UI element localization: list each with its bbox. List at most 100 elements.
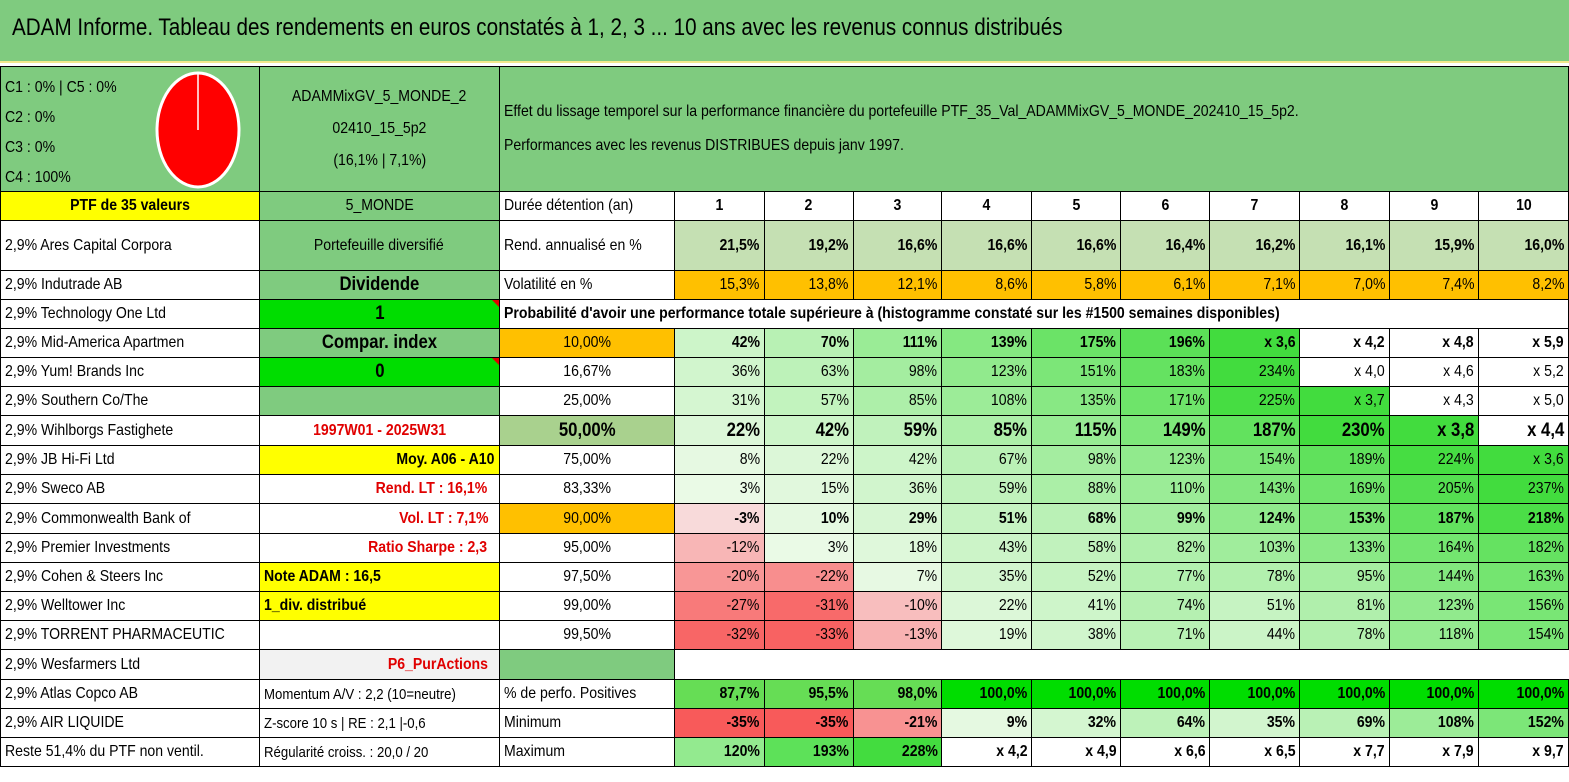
- probability-value: 3%: [673, 474, 765, 504]
- table-row: Reste 51,4% du PTF non ventil. Régularité…: [0, 737, 1569, 767]
- probability-value: 182%: [1477, 533, 1569, 563]
- probability-title: Probabilité d'avoir une performance tota…: [498, 299, 1569, 329]
- rend-value: 15,9%: [1389, 220, 1479, 271]
- holding-name: 2,9% Wesfarmers Ltd: [0, 649, 260, 680]
- stats-value: 100,0%: [1031, 679, 1122, 709]
- allocation-lines: C1 : 0% | C5 : 0% C2 : 0% C3 : 0% C4 : 1…: [5, 73, 132, 191]
- probability-value: -12%: [673, 533, 765, 563]
- probability-value: x 5,2: [1477, 357, 1569, 387]
- probability-value: 205%: [1389, 474, 1479, 504]
- holding-name: 2,9% Wihlborgs Fastighete: [0, 415, 260, 446]
- stats-value: 9%: [941, 708, 1033, 738]
- probability-value: 35%: [941, 562, 1033, 592]
- info-cell: Dividende: [258, 270, 500, 300]
- probability-value: 52%: [1031, 562, 1122, 592]
- probability-value: 77%: [1120, 562, 1211, 592]
- info-cell: P6_PurActions: [258, 649, 500, 680]
- year-header: 3: [852, 191, 943, 221]
- info-cell: 0: [258, 357, 500, 387]
- probability-level: 97,50%: [498, 562, 675, 592]
- rend-value: 16,1%: [1299, 220, 1391, 271]
- probability-value: 234%: [1209, 357, 1301, 387]
- holding-name: Reste 51,4% du PTF non ventil.: [0, 737, 260, 767]
- probability-value: 36%: [673, 357, 765, 387]
- stats-value: x 9,7: [1477, 737, 1569, 767]
- stats-value: 228%: [852, 737, 943, 767]
- stats-value: 100,0%: [1209, 679, 1301, 709]
- probability-value: 135%: [1031, 386, 1122, 416]
- probability-level: 16,67%: [498, 357, 675, 387]
- duration-label: Durée détention (an): [498, 191, 675, 221]
- probability-value: 149%: [1120, 415, 1211, 446]
- table-row: 2,9% Commonwealth Bank of Vol. LT : 7,1% 9…: [0, 503, 1569, 534]
- info-cell: Note ADAM : 16,5: [258, 562, 500, 592]
- probability-value: 38%: [1031, 620, 1122, 650]
- allocation-pie-chart: [155, 71, 241, 189]
- probability-value: 36%: [852, 474, 943, 504]
- probability-value: 29%: [852, 503, 943, 534]
- returns-table: C1 : 0% | C5 : 0% C2 : 0% C3 : 0% C4 : 1…: [0, 66, 1569, 767]
- stats-value: -21%: [852, 708, 943, 738]
- stats-value: 35%: [1209, 708, 1301, 738]
- probability-value: 187%: [1389, 503, 1479, 534]
- probability-value: 42%: [852, 445, 943, 475]
- probability-value: 169%: [1299, 474, 1391, 504]
- probability-value: 163%: [1477, 562, 1569, 592]
- ptf-count: PTF de 35 valeurs: [0, 191, 260, 221]
- probability-value: 124%: [1209, 503, 1301, 534]
- rend-value: 16,4%: [1120, 220, 1211, 271]
- probability-value: 3%: [763, 533, 854, 563]
- probability-value: 196%: [1120, 328, 1211, 358]
- probability-value: -27%: [673, 591, 765, 621]
- probability-value: 99%: [1120, 503, 1211, 534]
- year-header: 5: [1031, 191, 1122, 221]
- info-cell: 1: [258, 299, 500, 329]
- portfolio-name-cell: ADAMMixGV_5_MONDE_2 02410_15_5p2 (16,1% …: [258, 66, 500, 192]
- probability-value: 103%: [1209, 533, 1301, 563]
- table-row: 2,9% Technology One Ltd 1 Probabilité d'av…: [0, 299, 1569, 329]
- stats-value: 100,0%: [941, 679, 1033, 709]
- table-row: 2,9% JB Hi-Fi Ltd Moy. A06 - A10 75,00% 8% 2…: [0, 445, 1569, 475]
- probability-value: 151%: [1031, 357, 1122, 387]
- probability-level: 75,00%: [498, 445, 675, 475]
- probability-value: 15%: [763, 474, 854, 504]
- probability-value: 58%: [1031, 533, 1122, 563]
- green-filler: [498, 649, 675, 680]
- probability-level: 83,33%: [498, 474, 675, 504]
- table-row: 2,9% Southern Co/The 25,00% 31% 57% 85% 108% 1…: [0, 386, 1569, 416]
- table-row: 2,9% Cohen & Steers Inc Note ADAM : 16,5 9…: [0, 562, 1569, 592]
- probability-value: 22%: [941, 591, 1033, 621]
- stats-value: x 4,2: [941, 737, 1033, 767]
- allocation-line: C4 : 100%: [5, 169, 71, 186]
- vol-value: 12,1%: [852, 270, 943, 300]
- probability-value: 41%: [1031, 591, 1122, 621]
- stats-label: Maximum: [498, 737, 675, 767]
- probability-value: -22%: [763, 562, 854, 592]
- table-row: 2,9% Premier Investments Ratio Sharpe : 2…: [0, 533, 1569, 563]
- table-row: 2,9% Mid-America Apartmen Compar. index 10…: [0, 328, 1569, 358]
- probability-value: -20%: [673, 562, 765, 592]
- probability-value: 98%: [852, 357, 943, 387]
- probability-value: 187%: [1209, 415, 1301, 446]
- probability-value: 70%: [763, 328, 854, 358]
- holding-name: 2,9% Technology One Ltd: [0, 299, 260, 329]
- allocation-line: C3 : 0%: [5, 139, 56, 156]
- effect-description: Effet du lissage temporel sur la perform…: [498, 66, 1569, 192]
- probability-value: 144%: [1389, 562, 1479, 592]
- stats-value: 95,5%: [763, 679, 854, 709]
- probability-value: x 3,6: [1477, 445, 1569, 475]
- probability-value: -33%: [763, 620, 854, 650]
- zone-label: 5_MONDE: [258, 191, 500, 221]
- year-header: 2: [763, 191, 854, 221]
- stats-value: 108%: [1389, 708, 1479, 738]
- stats-value: 100,0%: [1389, 679, 1479, 709]
- holding-name: 2,9% Premier Investments: [0, 533, 260, 563]
- probability-value: 153%: [1299, 503, 1391, 534]
- stats-value: 87,7%: [673, 679, 765, 709]
- probability-value: 81%: [1299, 591, 1391, 621]
- probability-value: 230%: [1299, 415, 1391, 446]
- probability-value: 57%: [763, 386, 854, 416]
- effect-line1: Effet du lissage temporel sur la perform…: [503, 103, 1299, 120]
- vol-value: 8,6%: [941, 270, 1033, 300]
- probability-value: x 3,7: [1299, 386, 1391, 416]
